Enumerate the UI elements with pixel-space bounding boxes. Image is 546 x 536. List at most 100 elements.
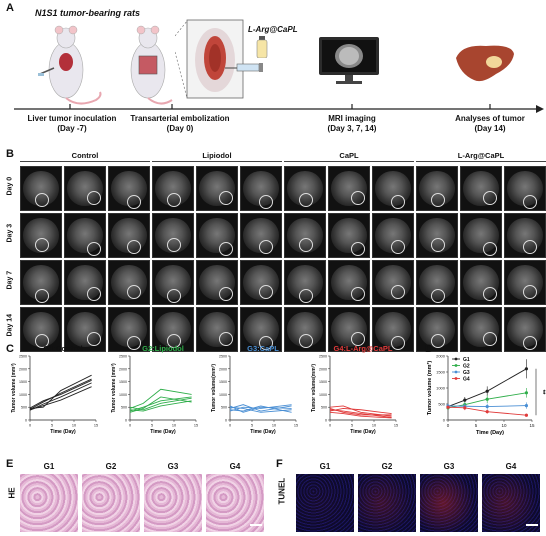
mri-image <box>196 213 238 258</box>
series-line <box>229 406 292 413</box>
data-point <box>524 413 528 417</box>
he-image <box>20 474 78 532</box>
step-3: MRI imaging (Day 3, 7, 14) <box>300 114 404 134</box>
series-line <box>29 379 92 409</box>
mri-image <box>152 307 194 352</box>
mri-image <box>328 307 370 352</box>
x-tick-label: 5 <box>51 424 53 428</box>
mri-image <box>196 307 238 352</box>
legend-label: G1 <box>463 357 470 363</box>
mri-image <box>20 166 62 211</box>
tumor-circle <box>259 336 273 350</box>
mri-image <box>108 166 150 211</box>
chart-title: G3:CaPL <box>247 344 279 353</box>
x-tick-label: 10 <box>172 424 176 428</box>
condition-label: CaPL <box>339 151 359 160</box>
tumor-circle <box>167 289 181 303</box>
data-point <box>485 397 489 401</box>
y-tick-label: 2500 <box>19 355 27 359</box>
series-line <box>329 408 392 415</box>
mri-image <box>152 166 194 211</box>
x-axis-label: Time (Day) <box>50 429 76 435</box>
panel-e-letter: E <box>6 458 14 470</box>
series-line <box>229 405 292 413</box>
tumor-circle <box>431 193 445 207</box>
tumor-circle <box>259 285 273 299</box>
y-tick-label: 2000 <box>319 367 327 371</box>
surgery-inset <box>175 19 244 99</box>
panel-b-letter: B <box>6 148 14 160</box>
chart-title: G4:L-Arg@CaPL <box>334 344 393 353</box>
y-axis-label: Tumor volume (mm³) <box>426 361 433 415</box>
mri-image <box>64 166 106 211</box>
condition-underline <box>152 161 282 162</box>
step-2-day: (Day 0) <box>166 124 194 133</box>
y-tick-label: 1000 <box>19 393 27 397</box>
mri-image <box>372 307 414 352</box>
mri-image <box>196 166 238 211</box>
data-point <box>524 367 528 371</box>
day-label: Day 0 <box>6 176 14 195</box>
condition-label: Control <box>71 151 99 160</box>
tumor-circle <box>127 195 141 209</box>
mri-image <box>20 260 62 305</box>
drug-label: L-Arg@CaPL <box>248 25 298 34</box>
x-tick-label: 10 <box>372 424 376 428</box>
condition-underline <box>20 161 150 162</box>
series-line <box>129 400 192 412</box>
legend-label: G2 <box>463 363 470 369</box>
panel-f-letter: F <box>276 458 283 470</box>
mri-image <box>64 213 106 258</box>
tumor-circle <box>167 334 181 348</box>
legend-label: G3 <box>463 370 470 376</box>
group-label: G2 <box>105 462 117 471</box>
tumor-circle <box>391 285 405 299</box>
y-tick-label: 2500 <box>219 355 227 359</box>
mri-image <box>240 260 282 305</box>
mri-image <box>416 166 458 211</box>
syringe-icon <box>225 63 263 72</box>
condition-label: Lipiodol <box>202 151 232 160</box>
x-tick-label: 15 <box>94 424 98 428</box>
he-stain-label: HE <box>6 487 18 502</box>
tumor-circle <box>219 332 233 346</box>
series-line <box>229 405 292 413</box>
mri-image <box>460 260 502 305</box>
step-3-day: (Day 3, 7, 14) <box>327 124 377 133</box>
y-tick-label: 500 <box>121 406 127 410</box>
scale-bar <box>526 524 538 526</box>
step-4: Analyses of tumor (Day 14) <box>436 114 544 134</box>
mri-image <box>328 166 370 211</box>
y-tick-label: 1000 <box>319 393 327 397</box>
series-line <box>129 397 192 411</box>
group-label: G3 <box>443 462 455 471</box>
legend-marker <box>454 364 458 367</box>
day-label-wrap: Day 14 <box>2 313 18 336</box>
panel-a-letter: A <box>6 2 14 14</box>
y-tick-label: 1500 <box>19 380 27 384</box>
x-tick-label: 5 <box>475 423 478 428</box>
mri-image <box>64 260 106 305</box>
tumor-circle <box>87 332 101 346</box>
data-point <box>463 406 467 410</box>
day-label-wrap: Day 3 <box>2 223 18 242</box>
tumor-circle <box>483 287 497 301</box>
mri-image <box>504 260 546 305</box>
group-label: G3 <box>167 462 179 471</box>
step-1-day: (Day -7) <box>57 124 87 133</box>
mri-grid: Control Lipiodol CaPL L-Arg@CaPL Day 0 Day 3 D… <box>2 151 546 352</box>
series-line <box>329 408 392 416</box>
he-image <box>206 474 264 532</box>
x-axis-label: Time (Day) <box>150 429 176 435</box>
group-label: G2 <box>381 462 393 471</box>
tumor-circle <box>391 336 405 350</box>
condition-label: L-Arg@CaPL <box>457 151 505 160</box>
x-axis-label: Time (Day) <box>250 429 276 435</box>
tumor-circle <box>35 289 49 303</box>
x-tick-label: 0 <box>447 423 450 428</box>
day-label: Day 3 <box>6 223 14 242</box>
mri-image <box>240 307 282 352</box>
x-tick-label: 15 <box>529 423 535 428</box>
series-line <box>447 368 527 407</box>
step-4-title: Analyses of tumor <box>455 114 525 123</box>
